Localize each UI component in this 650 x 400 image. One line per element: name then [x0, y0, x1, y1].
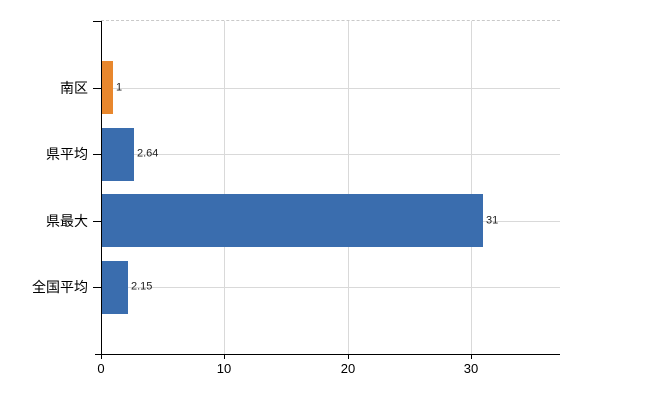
plot-top-border	[101, 20, 560, 21]
y-axis-tick	[93, 154, 101, 155]
bar-全国平均	[101, 261, 128, 314]
x-gridline	[471, 21, 472, 354]
x-axis-tick	[471, 354, 472, 359]
bar-value-label: 1	[116, 81, 123, 94]
y-gridline	[101, 154, 560, 155]
x-axis-tick	[224, 354, 225, 359]
x-gridline	[348, 21, 349, 354]
x-gridline	[224, 21, 225, 354]
bar-県最大	[101, 194, 483, 247]
y-axis-tick	[93, 88, 101, 89]
x-tick-label: 10	[216, 361, 232, 376]
bar-value-label: 31	[486, 214, 499, 227]
y-axis-tick	[93, 221, 101, 222]
bar-県平均	[101, 128, 134, 181]
y-axis-tick	[93, 287, 101, 288]
bar-value-label: 2.15	[131, 280, 153, 293]
x-axis-tick	[348, 354, 349, 359]
x-axis-line	[95, 354, 560, 355]
x-tick-label: 0	[97, 361, 105, 376]
y-axis-line	[101, 21, 102, 359]
x-tick-label: 30	[463, 361, 479, 376]
category-label: 県最大	[46, 213, 88, 229]
category-label: 県平均	[46, 146, 88, 162]
y-gridline	[101, 287, 560, 288]
x-tick-label: 20	[340, 361, 356, 376]
y-axis-tick	[93, 21, 101, 22]
category-label: 全国平均	[32, 279, 88, 295]
category-label: 南区	[60, 80, 88, 96]
y-gridline	[101, 88, 560, 89]
bar-value-label: 2.64	[137, 147, 159, 160]
bar-南区	[101, 61, 113, 114]
